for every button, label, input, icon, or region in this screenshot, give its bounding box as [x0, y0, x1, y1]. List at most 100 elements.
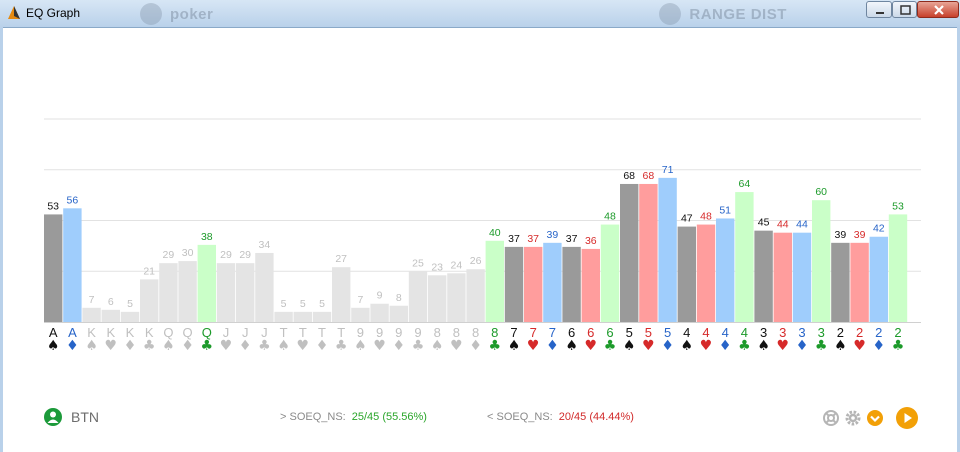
rank-label: T	[318, 325, 326, 340]
ghost-logo-icon	[140, 3, 162, 25]
bar	[850, 242, 869, 322]
bar	[562, 246, 581, 322]
app-logo-icon	[8, 6, 20, 19]
spade-suit-icon: ♠	[681, 338, 694, 354]
close-button[interactable]	[917, 1, 959, 18]
bar-value-label: 23	[431, 261, 443, 273]
rank-label: 6	[587, 325, 594, 340]
spade-suit-icon: ♠	[623, 338, 636, 354]
bar	[735, 192, 754, 322]
title-bar: EQ Graph poker RANGE DIST	[0, 0, 960, 28]
spade-suit-icon: ♠	[757, 338, 770, 354]
rank-label: 2	[837, 325, 844, 340]
bar-value-label: 21	[143, 265, 155, 277]
stat-below-label: < SOEQ_NS:	[487, 411, 553, 423]
diamond-suit-icon: ♦	[316, 338, 329, 354]
bar	[216, 263, 236, 322]
bar	[255, 252, 274, 322]
heart-suit-icon: ♥	[297, 338, 310, 354]
bar	[639, 183, 658, 322]
help-lifebuoy-icon[interactable]	[822, 409, 840, 427]
bar	[696, 224, 716, 322]
bar	[44, 214, 63, 322]
player-label: BTN	[71, 409, 99, 425]
bar-value-label: 36	[585, 235, 597, 247]
bar	[428, 275, 447, 322]
spade-suit-icon: ♠	[47, 338, 60, 354]
bar	[101, 309, 120, 322]
bar	[159, 263, 178, 322]
rank-label: K	[145, 325, 154, 340]
ghost-gauge-icon	[659, 3, 682, 25]
bar-value-label: 39	[835, 229, 847, 241]
bar	[773, 232, 792, 322]
bar	[792, 232, 812, 322]
bar	[293, 311, 312, 322]
bar-value-label: 39	[854, 229, 866, 241]
bar	[888, 214, 908, 322]
club-suit-icon: ♣	[335, 338, 348, 354]
stat-above-label: > SOEQ_NS:	[280, 411, 346, 423]
bar-value-label: 7	[89, 294, 95, 306]
bar	[274, 311, 293, 322]
bar-value-label: 27	[335, 253, 347, 265]
diamond-suit-icon: ♦	[124, 338, 137, 354]
rank-label: 4	[683, 325, 690, 340]
club-suit-icon: ♣	[892, 338, 905, 354]
window-title: EQ Graph	[26, 6, 81, 20]
bar-value-label: 53	[47, 200, 59, 212]
diamond-suit-icon: ♦	[66, 338, 79, 354]
diamond-suit-icon: ♦	[719, 338, 732, 354]
rank-label: 2	[875, 325, 882, 340]
rank-label: J	[223, 325, 230, 340]
club-suit-icon: ♣	[815, 338, 828, 354]
background-window-ghost: poker RANGE DIST	[140, 2, 787, 26]
bar-value-label: 64	[739, 178, 751, 190]
maximize-button[interactable]	[892, 1, 917, 18]
bar-value-label: 44	[777, 219, 789, 231]
rank-label: K	[87, 325, 96, 340]
stat-below-value: 20/45 (44.44%)	[558, 411, 634, 423]
bar-value-label: 42	[873, 223, 885, 235]
rank-label: K	[126, 325, 135, 340]
bar-value-label: 5	[300, 298, 306, 310]
rank-label: 9	[376, 325, 383, 340]
spade-suit-icon: ♠	[277, 338, 290, 354]
rank-label: A	[68, 325, 77, 340]
rank-label: 7	[530, 325, 537, 340]
bar	[370, 303, 389, 322]
rank-label: 2	[894, 325, 901, 340]
bar	[120, 311, 140, 322]
club-suit-icon: ♣	[258, 338, 271, 354]
chevron-down-icon[interactable]	[866, 409, 884, 427]
bar-value-label: 7	[357, 294, 363, 306]
bar-value-label: 29	[220, 249, 232, 261]
maximize-icon	[900, 5, 911, 15]
bar-value-label: 47	[681, 213, 693, 225]
bar-value-label: 9	[377, 290, 383, 302]
bar-value-label: 37	[508, 233, 520, 245]
bar-value-label: 40	[489, 227, 501, 239]
spade-suit-icon: ♠	[85, 338, 98, 354]
bar	[82, 307, 101, 322]
rank-label: 4	[702, 325, 709, 340]
bar	[351, 307, 370, 322]
club-suit-icon: ♣	[489, 338, 502, 354]
bar-value-label: 56	[67, 194, 79, 206]
spade-suit-icon: ♠	[431, 338, 444, 354]
bar-value-label: 60	[815, 186, 827, 198]
gear-icon[interactable]	[844, 409, 862, 427]
rank-label: A	[49, 325, 58, 340]
rank-label: Q	[163, 325, 173, 340]
bar	[754, 230, 773, 322]
bar	[831, 242, 850, 322]
rank-label: 8	[491, 325, 498, 340]
minimize-icon	[876, 12, 884, 14]
bar	[600, 224, 620, 322]
bar-value-label: 5	[281, 298, 287, 310]
bar	[236, 263, 255, 322]
minimize-button[interactable]	[866, 1, 892, 18]
rank-label: 8	[434, 325, 441, 340]
play-icon[interactable]	[895, 406, 919, 430]
